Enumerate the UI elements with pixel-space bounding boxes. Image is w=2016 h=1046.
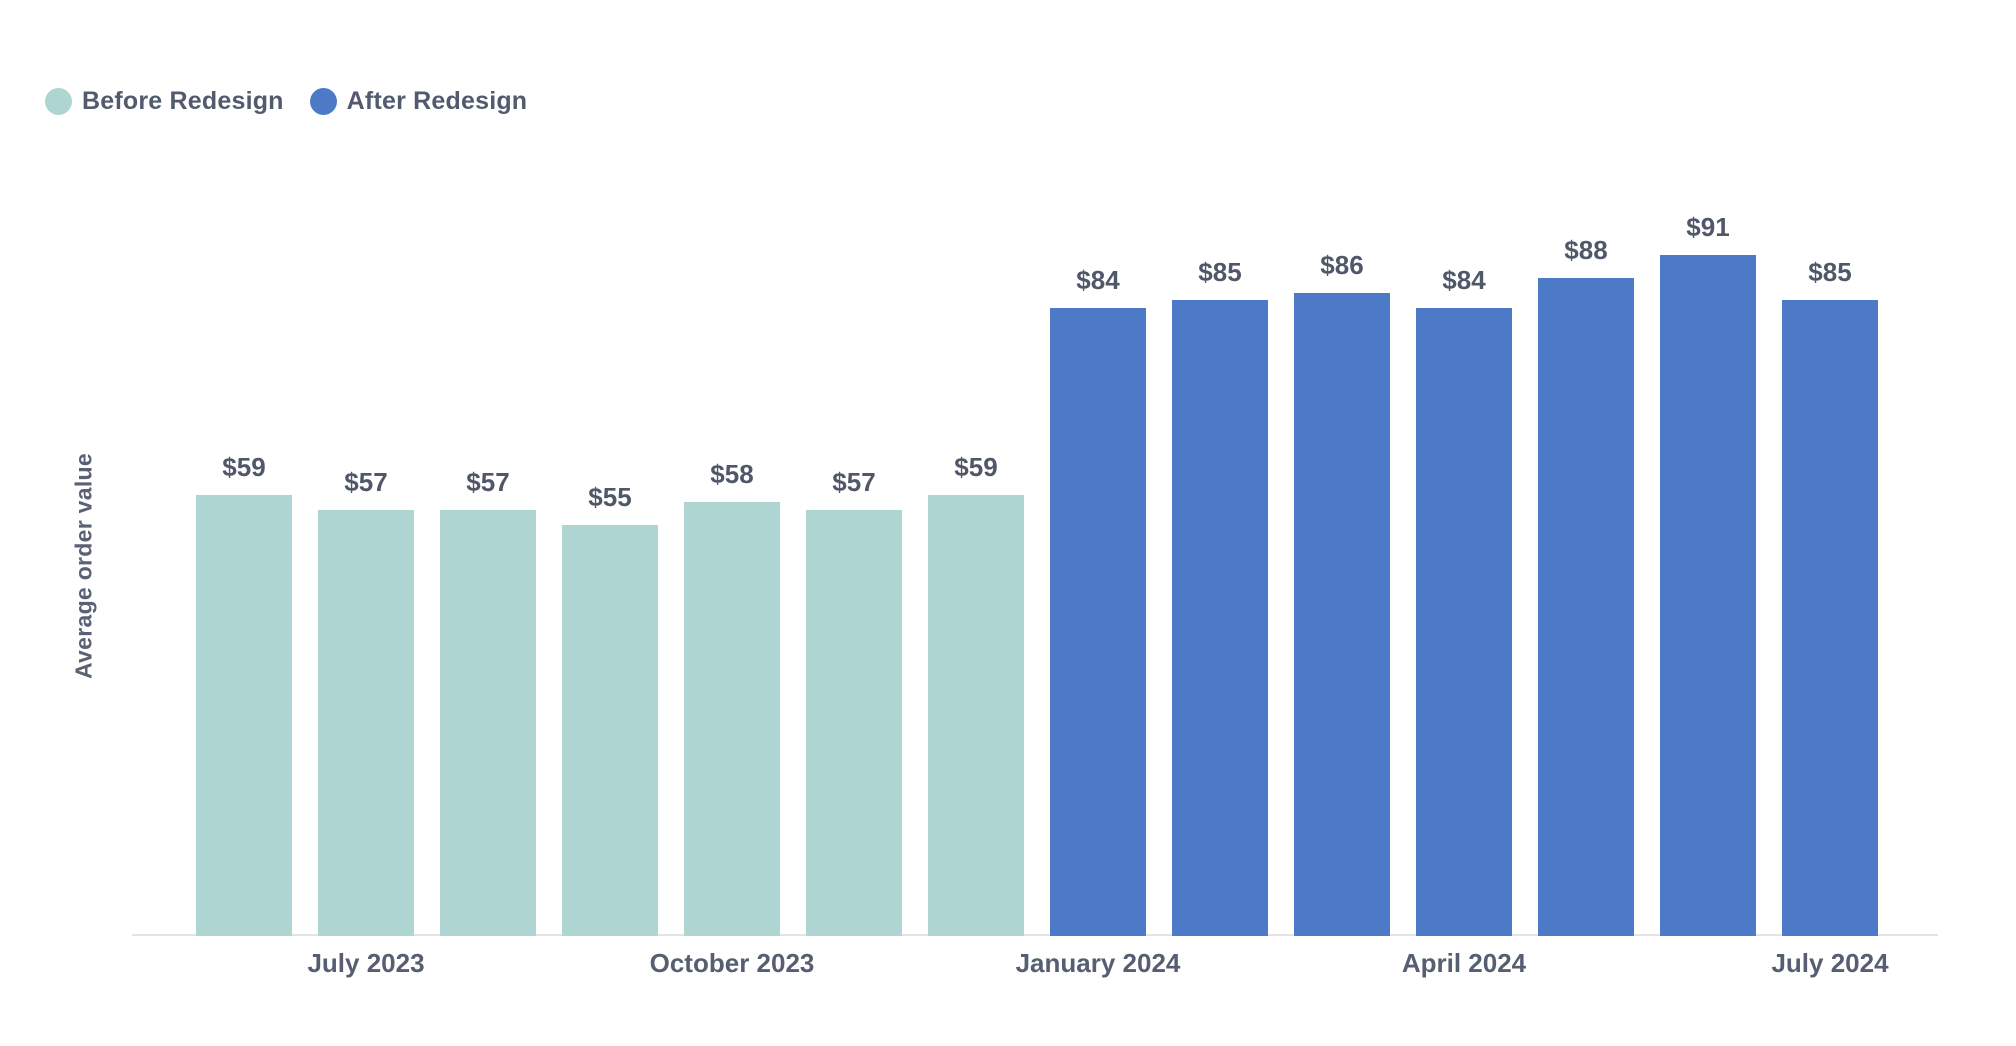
after-redesign-swatch-icon — [309, 88, 337, 115]
bar-value-label: $57 — [344, 467, 388, 497]
x-axis-tick-label: July 2023 — [307, 948, 425, 978]
x-axis-line — [132, 934, 1938, 936]
bar: $91 — [1660, 212, 1756, 936]
bar: $88 — [1538, 235, 1634, 936]
bar: $85 July 2024 — [1771, 257, 1888, 978]
x-axis-tick-label: July 2024 — [1771, 948, 1889, 978]
bar: $59 — [196, 452, 292, 936]
bar-value-label: $84 — [1442, 265, 1486, 295]
x-axis-tick-label: January 2024 — [1015, 948, 1181, 978]
legend-item-after-redesign: After Redesign — [309, 87, 528, 116]
bar: $57 — [806, 467, 902, 936]
bar-value-label: $55 — [588, 482, 632, 512]
bar-value-label: $57 — [832, 467, 876, 497]
x-axis-tick-label: October 2023 — [649, 948, 815, 978]
bar: $84 January 2024 — [1016, 265, 1181, 978]
bar-value-label: $84 — [1076, 265, 1120, 295]
bar-value-label: $58 — [710, 459, 754, 489]
y-axis-title: Average order value — [70, 452, 97, 680]
bar: $86 — [1294, 250, 1390, 936]
before-redesign-swatch-icon — [45, 88, 72, 115]
bar-value-label: $88 — [1564, 235, 1608, 265]
bar: $84 April 2024 — [1402, 265, 1526, 978]
legend: Before Redesign After Redesign — [45, 87, 527, 116]
plot-area: $59 $57 July 2023 $57 $55 $58 October 2023 $57 $… — [196, 212, 1889, 978]
bar-value-label: $59 — [954, 452, 998, 482]
legend-label: Before Redesign — [82, 87, 284, 115]
legend-label: After Redesign — [346, 87, 528, 115]
bar-value-label: $85 — [1808, 257, 1852, 287]
bar: $57 — [440, 467, 536, 936]
bar: $58 October 2023 — [650, 459, 815, 978]
bar: $55 — [562, 482, 658, 936]
bar: $57 July 2023 — [307, 467, 424, 978]
bar-value-label: $85 — [1198, 257, 1242, 287]
bar-value-label: $59 — [222, 452, 266, 482]
bar: $85 — [1172, 257, 1268, 936]
bar-value-label: $57 — [466, 467, 510, 497]
bar: $59 — [928, 452, 1024, 936]
bar-value-label: $91 — [1686, 212, 1730, 242]
x-axis-tick-label: April 2024 — [1401, 948, 1527, 978]
bar-value-label: $86 — [1320, 250, 1364, 280]
legend-item-before-redesign: Before Redesign — [45, 87, 284, 116]
